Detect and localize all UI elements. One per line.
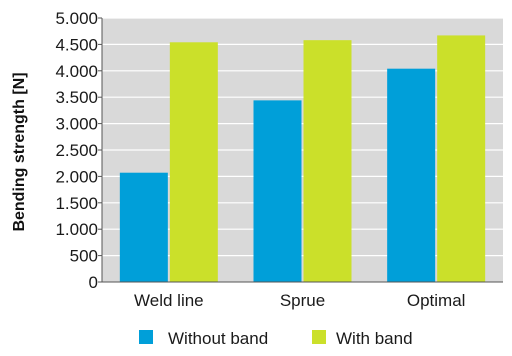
- bar-with-band-3: [437, 35, 486, 283]
- legend: Without band With band: [139, 329, 413, 348]
- y-tick-label: 1.500: [55, 194, 98, 213]
- legend-label-without-band: Without band: [168, 329, 268, 348]
- y-tick-label: 2.500: [55, 141, 98, 160]
- y-axis-label: Bending strength [N]: [11, 72, 28, 231]
- y-tick-label: 500: [70, 247, 98, 266]
- gridlines: [102, 17, 503, 257]
- legend-swatch-with-band: [312, 330, 326, 344]
- x-category-labels: Weld line Sprue Optimal: [134, 291, 465, 310]
- y-tick-label: 4.000: [55, 62, 98, 81]
- x-category-label: Optimal: [407, 291, 466, 310]
- y-tick-label: 0: [89, 273, 98, 292]
- axes: [98, 17, 503, 283]
- legend-label-with-band: With band: [336, 329, 413, 348]
- bar-with-band-1: [169, 42, 218, 283]
- y-tick-label: 4.500: [55, 35, 98, 54]
- bar-without-band-1: [119, 172, 168, 282]
- y-tick-label: 5.000: [55, 9, 98, 28]
- legend-swatch-without-band: [139, 330, 153, 344]
- x-category-label: Sprue: [280, 291, 325, 310]
- x-category-label: Weld line: [134, 291, 204, 310]
- bars: [119, 35, 486, 283]
- y-tick-label: 3.000: [55, 115, 98, 134]
- y-tick-label: 2.000: [55, 167, 98, 186]
- bar-with-band-2: [303, 40, 352, 283]
- y-tick-labels: 0 500 1.000 1.500 2.000 2.500 3.000 3.500 4.000 4…: [55, 9, 98, 292]
- bar-without-band-3: [387, 68, 436, 282]
- y-tick-label: 3.500: [55, 88, 98, 107]
- bar-without-band-2: [253, 100, 302, 282]
- y-tick-label: 1.000: [55, 220, 98, 239]
